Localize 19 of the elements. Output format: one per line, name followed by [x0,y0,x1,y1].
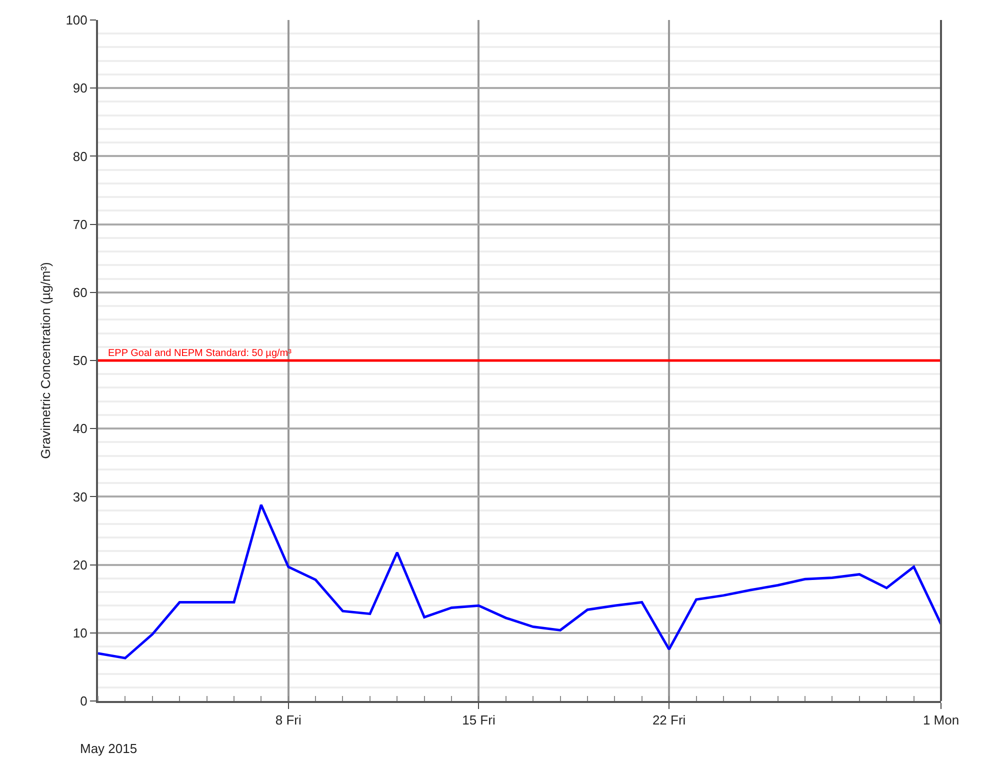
y-tick-label: 80 [72,148,88,164]
y-tick-label: 60 [72,284,88,300]
y-tick-label: 40 [72,421,88,436]
x-tick-label: 1 Mon [922,712,960,728]
line-series [98,504,941,660]
x-axis-title: May 2015 [80,741,138,756]
ref-line-label: EPP Goal and NEPM Standard: 50 µg/m³ [108,348,292,359]
y-tick-label: 90 [72,80,88,96]
y-tick-label: 20 [72,557,88,572]
y-tick-label: 10 [72,625,88,640]
y-tick-label: 50 [72,353,88,368]
x-tick-label: 15 Fri [462,712,496,728]
x-tick-label: 22 Fri [652,712,686,728]
y-axis-title: Gravimetric Concentration (µg/m³) [38,262,54,459]
y-tick-label: 0 [80,694,88,709]
y-tick-label: 100 [66,12,88,28]
y-tick-label: 70 [72,216,88,232]
x-tick-label: 8 Fri [275,712,302,728]
y-tick-label: 30 [72,489,88,504]
